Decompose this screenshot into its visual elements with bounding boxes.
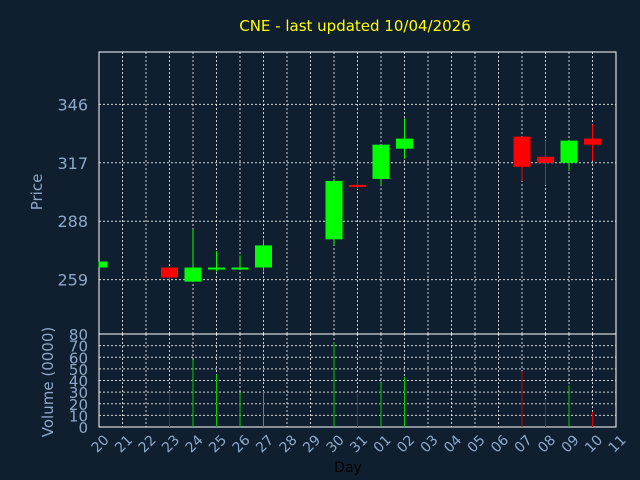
- volume-y-tick-label: 0: [78, 419, 88, 437]
- volume-axis-label: Volume (0000): [39, 327, 57, 437]
- candle-body: [255, 245, 272, 268]
- volume-y-tick-label: 30: [69, 384, 88, 402]
- price-y-tick-label: 259: [57, 271, 88, 290]
- volume-y-tick-label: 70: [69, 338, 88, 356]
- volume-y-tick-label: 40: [69, 373, 88, 391]
- volume-y-tick-label: 80: [69, 326, 88, 344]
- candle-body: [208, 267, 225, 270]
- volume-y-tick-label: 10: [69, 407, 88, 425]
- x-axis-label: Day: [334, 460, 362, 476]
- volume-bars: [169, 342, 593, 427]
- candle-body: [560, 140, 578, 163]
- candle-body: [325, 180, 343, 240]
- price-y-tick-label: 346: [57, 95, 88, 114]
- candle-body: [584, 138, 601, 145]
- candle-body: [231, 267, 249, 270]
- x-tick-labels: 20 21 22 23 24 25 26 27 28 29 30 31 01 02 03 04 05 06 07 08…: [89, 432, 630, 456]
- price-grid: [98, 52, 617, 334]
- candles: [98, 118, 601, 282]
- volume-y-tick-label: 60: [69, 349, 88, 367]
- candle-body: [396, 138, 413, 149]
- candle-body: [161, 267, 178, 278]
- chart-title: CNE - last updated 10/04/2026: [239, 17, 471, 35]
- price-axis-label: Price: [28, 174, 46, 211]
- candle-body: [99, 261, 108, 268]
- price-y-tick-label: 317: [57, 154, 88, 173]
- candle-body: [349, 184, 366, 187]
- candle-body: [513, 136, 531, 167]
- price-y-tick-labels: 259 288 317 346: [57, 95, 88, 289]
- volume-y-tick-label: 20: [69, 396, 88, 414]
- candle-body: [537, 156, 554, 163]
- price-y-tick-label: 288: [57, 212, 88, 231]
- candle-body: [372, 144, 390, 179]
- volume-y-tick-label: 50: [69, 361, 88, 379]
- candle-body: [184, 267, 202, 282]
